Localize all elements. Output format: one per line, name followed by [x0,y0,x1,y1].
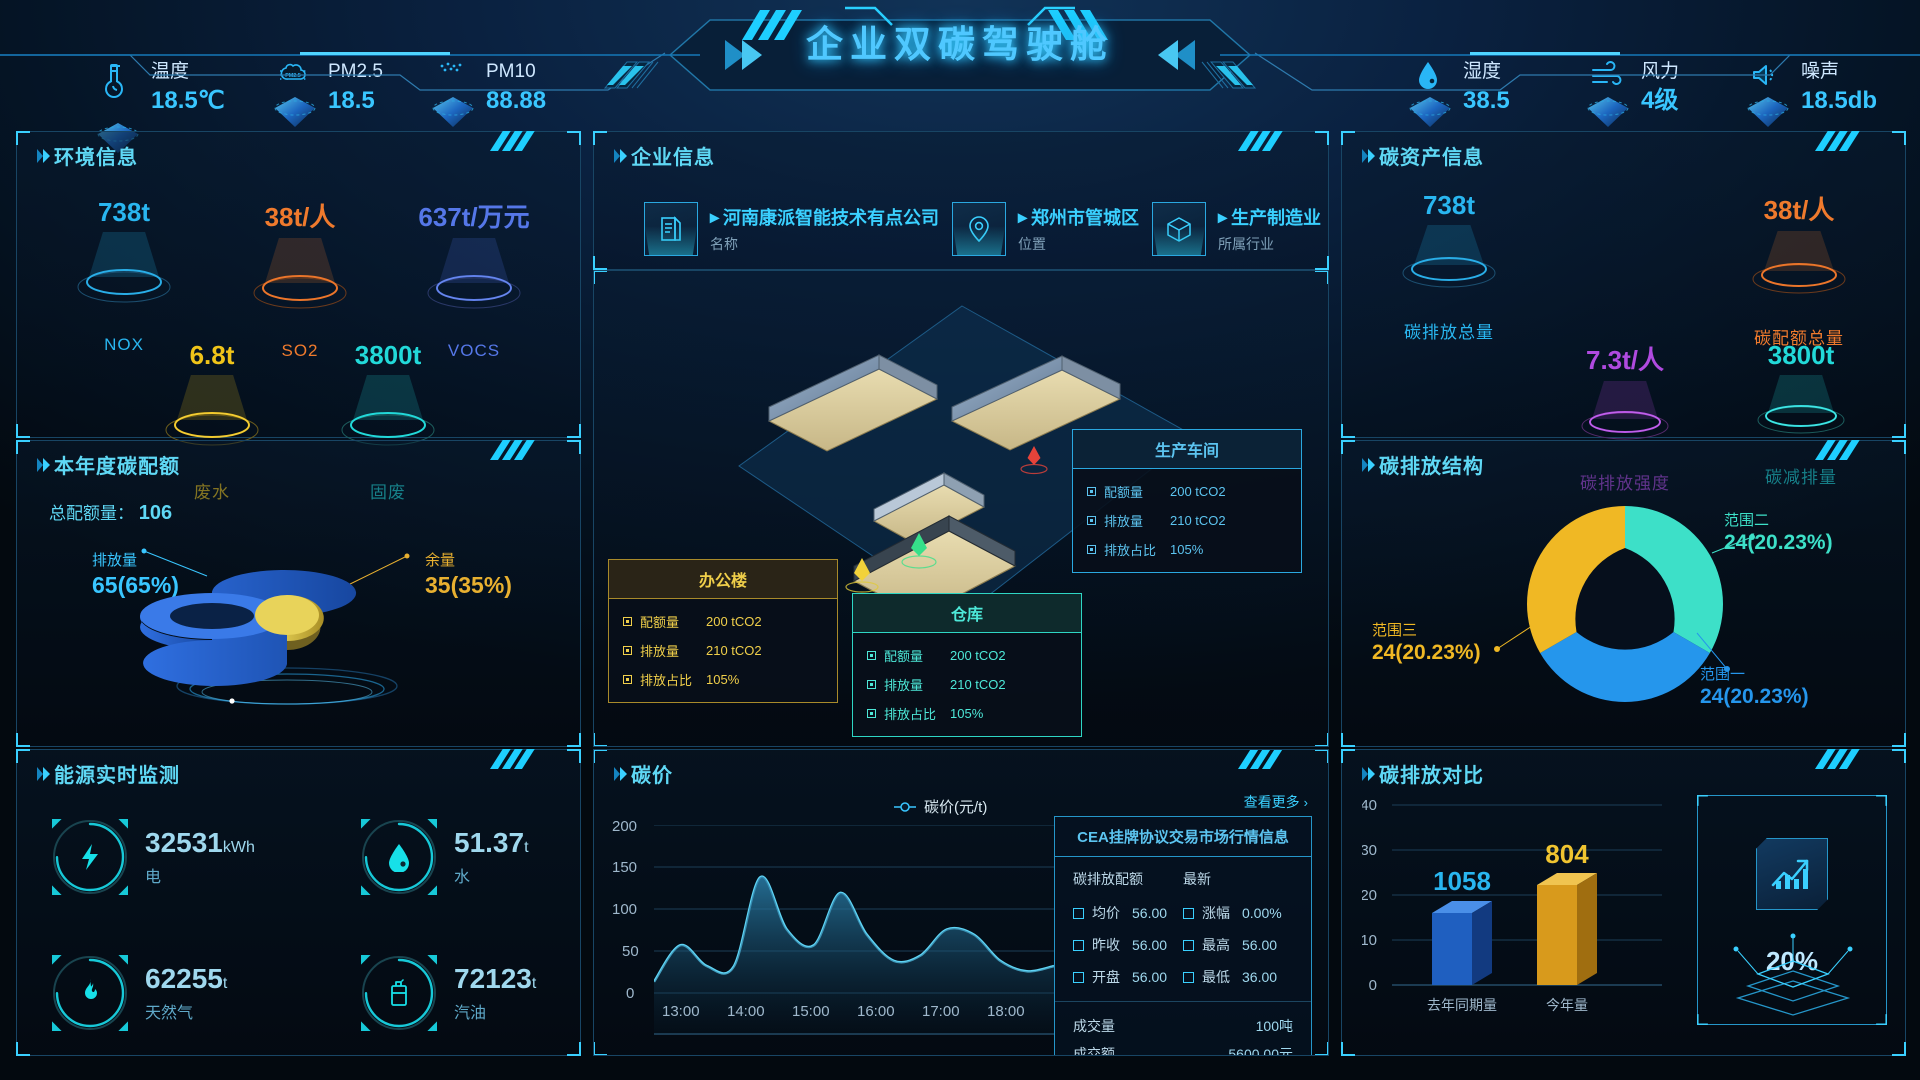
svg-text:去年同期量: 去年同期量 [1427,997,1497,1013]
svg-text:30: 30 [1362,842,1377,859]
svg-text:20: 20 [1362,887,1377,904]
svg-text:10: 10 [1362,932,1377,949]
svg-text:40: 40 [1362,797,1377,814]
svg-text:今年量: 今年量 [1546,997,1588,1013]
svg-text:1058: 1058 [1433,866,1491,896]
svg-text:804: 804 [1545,839,1589,869]
svg-text:0: 0 [1369,977,1377,994]
